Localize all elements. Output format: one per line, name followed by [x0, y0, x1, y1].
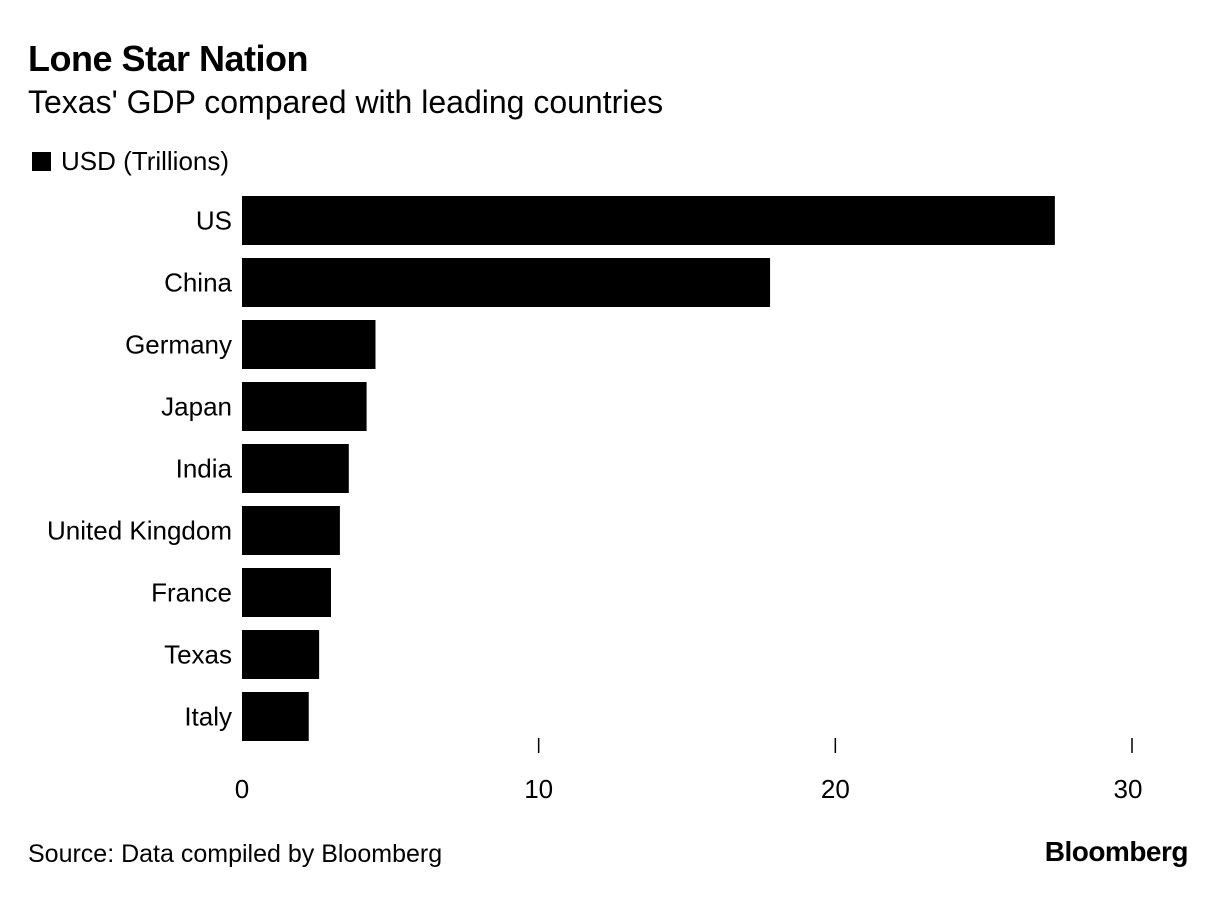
bar-united-kingdom — [242, 506, 340, 555]
legend: USD (Trillions) — [32, 146, 229, 177]
x-tick-label: 20 — [821, 774, 850, 804]
category-label: United Kingdom — [47, 516, 232, 546]
bar-japan — [242, 382, 367, 431]
legend-label: USD (Trillions) — [61, 146, 230, 176]
category-label: Texas — [164, 640, 232, 670]
bar-italy — [242, 692, 309, 741]
x-tick-label: 30 — [1114, 774, 1143, 804]
x-tick-label: 0 — [235, 774, 249, 804]
bar-us — [242, 196, 1055, 245]
chart-subtitle: Texas' GDP compared with leading countri… — [28, 84, 664, 120]
bar-china — [242, 258, 771, 307]
category-label: US — [196, 206, 232, 236]
category-label: China — [164, 268, 232, 298]
legend-swatch — [32, 152, 51, 171]
bloomberg-logo: Bloomberg — [1044, 836, 1189, 867]
x-tick-label: 10 — [524, 774, 553, 804]
bar-texas — [242, 630, 320, 679]
category-label: France — [151, 578, 232, 608]
category-label: Japan — [161, 392, 232, 422]
category-label: Italy — [184, 702, 232, 732]
category-label: India — [176, 454, 233, 484]
category-label: Germany — [125, 330, 232, 360]
source-note: Source: Data compiled by Bloomberg — [28, 840, 443, 868]
chart-title: Lone Star Nation — [28, 38, 309, 79]
bar-germany — [242, 320, 376, 369]
bar-france — [242, 568, 331, 617]
bar-india — [242, 444, 349, 493]
